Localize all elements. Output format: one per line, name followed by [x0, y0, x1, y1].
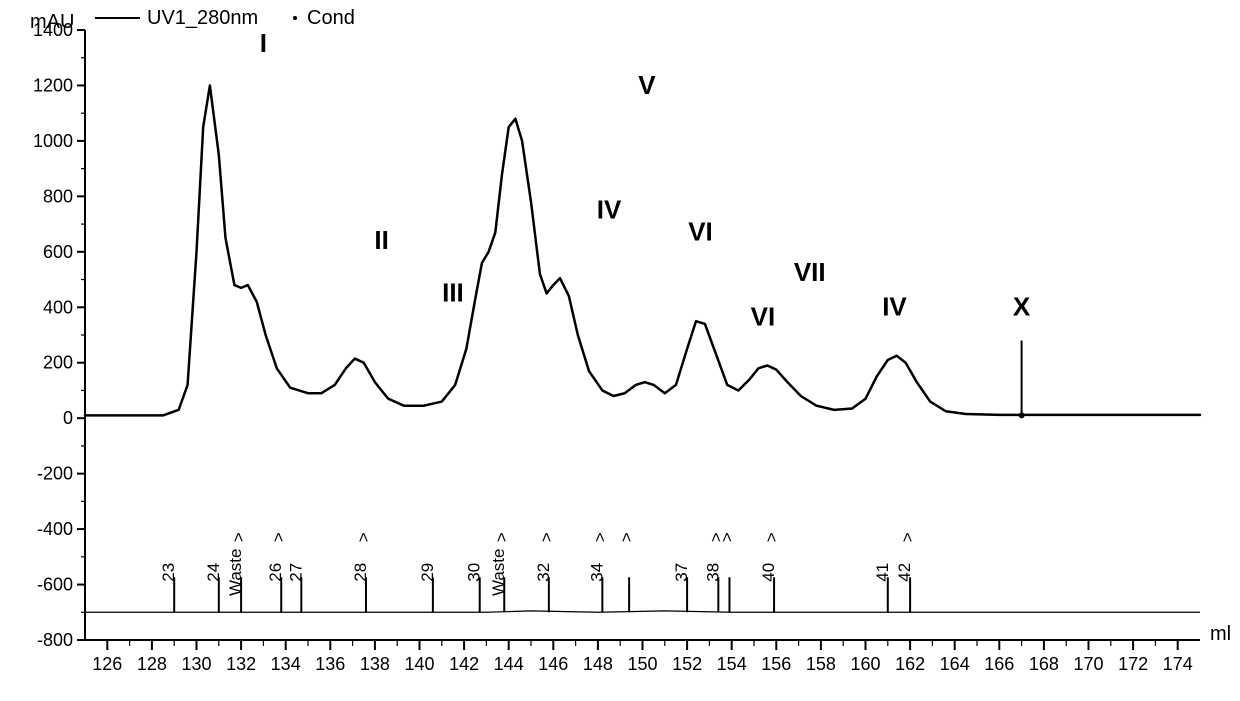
- fraction-label: 37: [672, 563, 691, 582]
- fraction-label: 41: [873, 563, 892, 582]
- fraction-label: 28: [351, 563, 370, 582]
- peak-label: VII: [794, 257, 826, 287]
- fraction-arrow-icon: >: [492, 532, 511, 542]
- x-tick-label: 170: [1073, 654, 1103, 674]
- x-axis-label: ml: [1210, 623, 1231, 645]
- x-tick-label: 158: [806, 654, 836, 674]
- x-tick-label: 136: [315, 654, 345, 674]
- fraction-label: 42: [895, 563, 914, 582]
- y-axis-label: mAU: [30, 11, 74, 33]
- fraction-arrow-icon: >: [537, 532, 556, 542]
- legend-uv: UV1_280nm: [147, 7, 258, 29]
- fraction-label: Waste: [226, 548, 245, 596]
- x-tick-label: 144: [494, 654, 524, 674]
- fraction-label: 38: [703, 563, 722, 582]
- x-tick-label: 162: [895, 654, 925, 674]
- x-tick-label: 168: [1029, 654, 1059, 674]
- y-tick-label: -200: [37, 464, 73, 484]
- fraction-label: 32: [534, 563, 553, 582]
- chromatogram-chart: -800 -600 -400 -200 0 200 400 600 800 1000 1200 140…: [0, 0, 1240, 701]
- y-tick-label: 800: [43, 186, 73, 206]
- x-tick-label: 128: [137, 654, 167, 674]
- x-tick-label: 142: [449, 654, 479, 674]
- x-tick-label: 126: [92, 654, 122, 674]
- fraction-label: 34: [587, 563, 606, 582]
- y-tick-label: -600: [37, 575, 73, 595]
- peak-label: VI: [751, 301, 776, 331]
- x-tick-label: 140: [404, 654, 434, 674]
- peak-label: VI: [688, 217, 713, 247]
- fraction-arrow-icon: >: [617, 532, 636, 542]
- chart-svg: -800 -600 -400 -200 0 200 400 600 800 1000 1200 140…: [0, 0, 1240, 701]
- legend-cond: Cond: [307, 7, 355, 29]
- fraction-label: 26: [266, 563, 285, 582]
- x-tick-label: 146: [538, 654, 568, 674]
- y-tick-label: 0: [63, 408, 73, 428]
- fraction-label: Waste: [489, 548, 508, 596]
- x-tick-label: 138: [360, 654, 390, 674]
- x-tick-label: 160: [850, 654, 880, 674]
- x-tick-label: 134: [271, 654, 301, 674]
- peak-label: I: [260, 28, 267, 58]
- y-tick-label: -400: [37, 519, 73, 539]
- fraction-arrow-icon: >: [229, 532, 248, 542]
- x-tick-label: 156: [761, 654, 791, 674]
- y-tick-label: 400: [43, 297, 73, 317]
- y-tick-label: 200: [43, 353, 73, 373]
- fraction-arrow-icon: >: [717, 532, 736, 542]
- peak-label: X: [1013, 292, 1031, 322]
- x-tick-label: 148: [583, 654, 613, 674]
- x-tick-label: 166: [984, 654, 1014, 674]
- x-tick-label: 164: [940, 654, 970, 674]
- y-tick-label: -800: [37, 630, 73, 650]
- peak-label: II: [374, 225, 388, 255]
- fraction-label: 40: [759, 563, 778, 582]
- x-tick-label: 152: [672, 654, 702, 674]
- x-tick-label: 130: [181, 654, 211, 674]
- y-tick-label: 600: [43, 242, 73, 262]
- y-tick-label: 1200: [33, 75, 73, 95]
- y-tick-label: 1000: [33, 131, 73, 151]
- x-tick-label: 132: [226, 654, 256, 674]
- fraction-label: 29: [418, 563, 437, 582]
- x-tick-label: 150: [627, 654, 657, 674]
- fraction-arrow-icon: >: [269, 532, 288, 542]
- peak-label: IV: [882, 292, 907, 322]
- peak-label: V: [638, 70, 656, 100]
- fraction-label: 23: [159, 563, 178, 582]
- x-tick-label: 172: [1118, 654, 1148, 674]
- fraction-arrow-icon: >: [898, 532, 917, 542]
- fraction-label: 30: [465, 563, 484, 582]
- peak-label: IV: [597, 195, 622, 225]
- fraction-label: 27: [286, 563, 305, 582]
- x-tick-label: 154: [717, 654, 747, 674]
- x-tick-label: 174: [1163, 654, 1193, 674]
- fraction-arrow-icon: >: [354, 532, 373, 542]
- peak-label: III: [442, 278, 464, 308]
- fraction-arrow-icon: >: [762, 532, 781, 542]
- fraction-arrow-icon: >: [590, 532, 609, 542]
- fraction-label: 24: [204, 563, 223, 582]
